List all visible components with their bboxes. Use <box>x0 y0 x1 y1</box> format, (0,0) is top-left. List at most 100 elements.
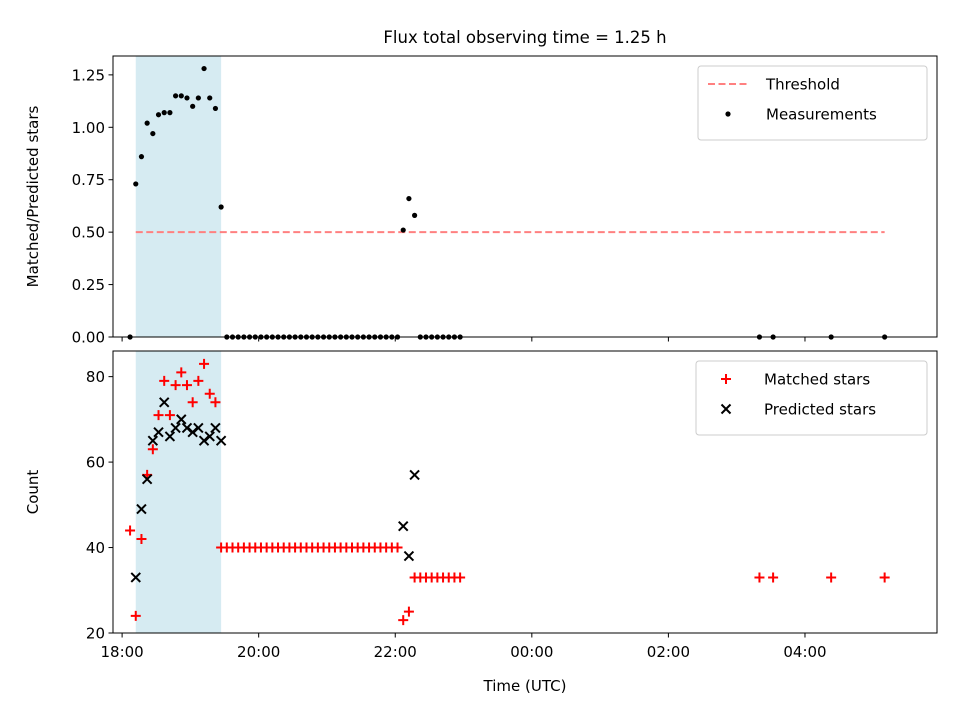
data-point <box>199 358 210 369</box>
data-point <box>409 469 420 481</box>
axes-frame <box>112 55 938 338</box>
data-point <box>144 120 150 126</box>
data-point <box>170 422 181 434</box>
data-point <box>155 112 162 118</box>
x-tick-label: 04:00 <box>783 643 826 661</box>
data-point <box>193 422 204 434</box>
data-point <box>412 212 418 218</box>
data-point <box>201 65 207 72</box>
data-point <box>161 110 167 116</box>
data-point <box>147 435 159 446</box>
data-point <box>403 606 414 617</box>
data-point <box>125 525 136 536</box>
data-point <box>204 388 215 399</box>
legend-label: Predicted stars <box>764 401 876 419</box>
data-point <box>193 375 204 386</box>
legend-handle-dot <box>725 111 731 117</box>
axes-frame <box>112 350 938 634</box>
data-point <box>210 397 221 408</box>
data-point <box>153 426 164 438</box>
y-tick-label: 20 <box>86 625 105 643</box>
data-point <box>136 503 147 515</box>
data-point <box>181 422 193 434</box>
data-point <box>754 572 765 583</box>
data-point <box>218 204 224 210</box>
data-point <box>159 397 170 408</box>
legend-frame <box>695 360 928 436</box>
y-tick-label: 1.00 <box>72 119 105 137</box>
data-point <box>210 422 221 434</box>
y-tick-label: 0.50 <box>72 224 105 242</box>
x-tick-label: 22:00 <box>374 643 417 661</box>
ratio-panel: 0.00 0.25 0.50 0.75 1.00 1.25 Matched/Predicte… <box>24 55 938 347</box>
legend-label: Threshold <box>765 76 840 94</box>
data-point <box>153 410 164 421</box>
data-point <box>184 95 190 101</box>
data-point <box>190 103 196 109</box>
x-tick-label: 02:00 <box>647 643 690 661</box>
data-point <box>204 431 215 442</box>
data-point <box>455 572 466 583</box>
y-tick-label: 0.00 <box>72 329 105 347</box>
data-point <box>392 542 403 553</box>
y-tick-label: 60 <box>86 454 105 472</box>
data-point <box>768 572 779 583</box>
data-point <box>178 93 184 99</box>
x-tick-label: 00:00 <box>510 643 553 661</box>
data-point <box>187 397 198 408</box>
y-tick-label: 1.25 <box>72 66 105 84</box>
data-point <box>138 154 145 160</box>
legend: Matched stars Predicted stars <box>695 360 928 436</box>
data-point <box>212 105 219 112</box>
data-point <box>176 367 187 378</box>
observing-window <box>135 351 222 633</box>
x-tick-label: 18:00 <box>100 643 143 661</box>
y-axis-label: Count <box>24 470 42 515</box>
data-point <box>176 414 187 425</box>
series-predicted-stars <box>130 397 420 583</box>
data-point <box>141 473 153 485</box>
y-tick-label: 80 <box>86 368 105 386</box>
y-tick-label: 0.75 <box>72 171 105 189</box>
data-point <box>187 426 198 438</box>
data-point <box>150 130 156 137</box>
data-point <box>133 181 139 187</box>
observing-window <box>135 56 222 337</box>
data-point <box>130 610 141 621</box>
data-point <box>215 435 227 446</box>
data-point <box>398 520 409 532</box>
series-matched-stars <box>125 358 890 626</box>
legend-frame <box>697 65 928 141</box>
data-point <box>159 375 170 386</box>
data-point <box>167 110 173 116</box>
data-point <box>164 410 175 421</box>
data-point <box>195 95 201 101</box>
data-point <box>207 95 213 101</box>
x-tick-label: 20:00 <box>237 643 280 661</box>
data-point <box>172 93 179 99</box>
data-point <box>170 380 181 391</box>
y-tick-label: 40 <box>86 539 105 557</box>
legend-handle-x <box>720 403 732 415</box>
data-point <box>164 431 176 442</box>
data-point <box>879 572 890 583</box>
data-point <box>400 227 406 233</box>
data-point <box>130 572 141 583</box>
data-point <box>181 380 192 391</box>
y-axis-label: Matched/Predicted stars <box>24 106 42 288</box>
data-point <box>403 550 415 562</box>
data-point <box>398 615 409 626</box>
count-panel: 20 40 60 80 18:00 20:00 22:00 00:00 02:00 04:00 Co… <box>24 350 938 695</box>
data-point <box>826 572 837 583</box>
legend-handle-plus <box>721 374 731 384</box>
data-point <box>136 534 147 544</box>
y-tick-label: 0.25 <box>72 276 105 294</box>
x-axis-label: Time (UTC) <box>483 677 567 695</box>
data-point <box>147 444 158 455</box>
data-point <box>198 435 210 446</box>
figure-title: Flux total observing time = 1.25 h <box>383 28 666 47</box>
data-point <box>406 195 412 202</box>
legend: Threshold Measurements <box>697 65 928 141</box>
legend-label: Matched stars <box>764 371 870 389</box>
